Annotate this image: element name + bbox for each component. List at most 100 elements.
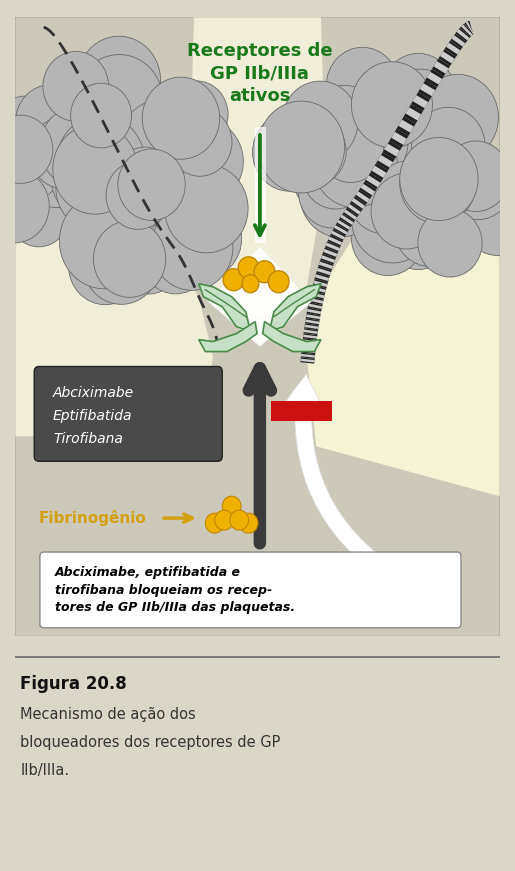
Circle shape — [252, 113, 326, 191]
Circle shape — [404, 151, 486, 239]
Circle shape — [165, 81, 228, 148]
Circle shape — [77, 37, 161, 125]
Circle shape — [30, 117, 97, 189]
Circle shape — [0, 125, 66, 199]
Circle shape — [396, 158, 464, 230]
Circle shape — [37, 78, 126, 173]
Circle shape — [153, 108, 214, 172]
Circle shape — [281, 117, 346, 186]
Circle shape — [336, 144, 423, 235]
Circle shape — [151, 204, 233, 290]
Circle shape — [167, 199, 242, 278]
Circle shape — [242, 274, 259, 293]
Circle shape — [140, 219, 211, 294]
Circle shape — [302, 137, 370, 209]
Circle shape — [371, 173, 442, 249]
Circle shape — [385, 199, 452, 270]
Circle shape — [306, 156, 374, 227]
Circle shape — [434, 87, 496, 153]
Circle shape — [118, 99, 207, 192]
Text: IIb/IIIa.: IIb/IIIa. — [20, 763, 70, 779]
Circle shape — [0, 115, 53, 184]
Circle shape — [118, 229, 180, 294]
FancyBboxPatch shape — [271, 402, 332, 422]
Circle shape — [53, 125, 138, 214]
Circle shape — [417, 74, 499, 160]
Circle shape — [76, 55, 163, 147]
Circle shape — [373, 95, 448, 175]
Text: Mecanismo de ação dos: Mecanismo de ação dos — [20, 707, 196, 722]
Circle shape — [336, 141, 410, 219]
Circle shape — [376, 162, 442, 232]
Circle shape — [105, 181, 177, 259]
Circle shape — [104, 159, 188, 249]
Circle shape — [126, 186, 208, 273]
Circle shape — [147, 202, 219, 279]
Circle shape — [238, 257, 259, 279]
Circle shape — [313, 118, 397, 207]
Circle shape — [93, 220, 166, 297]
Circle shape — [380, 69, 460, 154]
Circle shape — [118, 149, 185, 220]
Circle shape — [165, 165, 248, 253]
Text: Tirofibana: Tirofibana — [53, 432, 123, 446]
Circle shape — [239, 513, 258, 533]
Circle shape — [327, 47, 399, 124]
Circle shape — [338, 106, 408, 180]
Circle shape — [129, 165, 210, 252]
Polygon shape — [199, 321, 257, 352]
Circle shape — [0, 169, 49, 243]
Circle shape — [299, 157, 366, 228]
Circle shape — [400, 142, 476, 224]
Circle shape — [351, 62, 433, 148]
Circle shape — [56, 148, 133, 230]
FancyBboxPatch shape — [35, 367, 222, 462]
Circle shape — [422, 160, 483, 225]
Circle shape — [342, 149, 408, 218]
Circle shape — [43, 51, 109, 121]
Circle shape — [65, 108, 134, 181]
Text: bloqueadores dos receptores de GP: bloqueadores dos receptores de GP — [20, 735, 281, 750]
Polygon shape — [263, 321, 321, 352]
Circle shape — [314, 85, 376, 152]
Circle shape — [385, 79, 448, 145]
Circle shape — [346, 150, 425, 234]
Text: Receptores de
GP IIb/IIIa
ativos: Receptores de GP IIb/IIIa ativos — [187, 43, 333, 105]
Circle shape — [80, 173, 141, 239]
Circle shape — [126, 160, 216, 255]
Circle shape — [131, 125, 212, 212]
Circle shape — [57, 116, 145, 210]
Circle shape — [375, 161, 441, 231]
Polygon shape — [190, 17, 325, 317]
Polygon shape — [199, 284, 250, 332]
Text: Abciximabe, eptifibatida e
tirofibana bloqueiam os recep-
tores de GP IIb/IIIa d: Abciximabe, eptifibatida e tirofibana bl… — [55, 566, 295, 614]
Circle shape — [443, 146, 512, 219]
Circle shape — [40, 106, 116, 187]
FancyArrowPatch shape — [286, 375, 412, 591]
FancyBboxPatch shape — [14, 17, 501, 637]
Circle shape — [9, 183, 69, 246]
Circle shape — [384, 169, 457, 246]
FancyBboxPatch shape — [40, 552, 461, 628]
Circle shape — [68, 226, 142, 305]
Circle shape — [382, 53, 454, 130]
Polygon shape — [269, 284, 321, 332]
Circle shape — [300, 152, 380, 237]
Circle shape — [51, 137, 129, 219]
Circle shape — [411, 107, 485, 186]
Circle shape — [318, 113, 384, 182]
Circle shape — [418, 209, 482, 277]
Polygon shape — [15, 237, 213, 436]
Circle shape — [59, 193, 149, 289]
Circle shape — [268, 271, 289, 293]
Circle shape — [282, 81, 358, 162]
Circle shape — [318, 138, 394, 219]
Text: Fibrinogênio: Fibrinogênio — [39, 510, 147, 526]
Text: Figura 20.8: Figura 20.8 — [20, 675, 127, 692]
Polygon shape — [307, 197, 500, 496]
Circle shape — [410, 181, 474, 248]
Circle shape — [258, 101, 345, 192]
Circle shape — [106, 161, 170, 229]
Circle shape — [443, 141, 509, 212]
Text: Eptifibatida: Eptifibatida — [53, 409, 132, 423]
